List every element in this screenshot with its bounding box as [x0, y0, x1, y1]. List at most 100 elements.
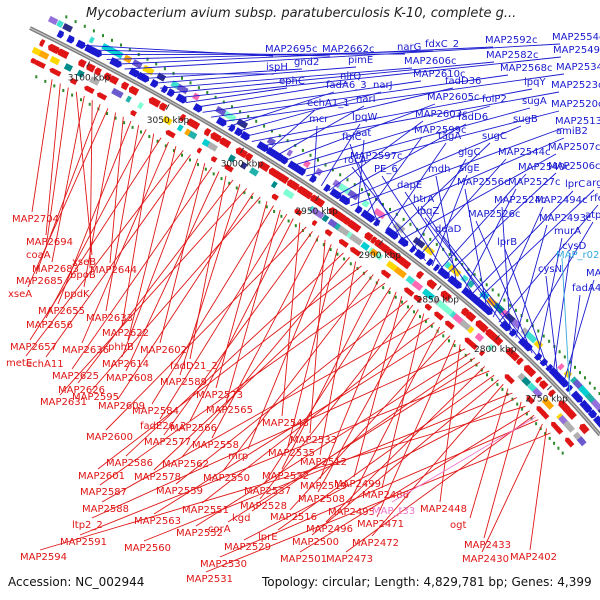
gene-feature-rev — [39, 39, 46, 47]
ring-dot — [525, 412, 528, 416]
gene-feature-rev — [495, 337, 504, 346]
gene-feature-fwd — [354, 205, 363, 214]
leader-line — [89, 100, 93, 269]
gene-feature-rev — [370, 236, 378, 245]
leader-line — [311, 379, 499, 536]
gene-label-forward: MAP2554c — [552, 32, 600, 43]
gene-feature-rev — [48, 43, 60, 55]
gene-feature-rev — [325, 229, 333, 237]
ring-dot — [480, 368, 483, 372]
gene-feature-rev — [57, 48, 70, 59]
gene-label-reverse: MAP2543 — [262, 418, 309, 429]
gene-label-forward: MAP2603c — [415, 109, 467, 120]
leader-line — [219, 419, 539, 558]
leader-line — [31, 79, 53, 213]
gene-feature-fwd — [425, 258, 434, 267]
ring-dot — [422, 232, 425, 236]
gene-feature-rev — [555, 426, 564, 435]
gene-feature-rev — [179, 113, 187, 122]
ring-dot — [501, 387, 504, 391]
gene-feature-rev — [300, 188, 313, 200]
kbp-tick-label: 2900 kbp — [359, 251, 402, 261]
ring-dot — [301, 148, 304, 152]
gene-feature-rev — [196, 147, 203, 154]
ring-dot — [146, 57, 149, 61]
gene-feature-rev — [219, 137, 232, 149]
leader-line — [222, 274, 374, 472]
gene-label-forward: fbiC — [342, 132, 362, 143]
leader-line — [121, 133, 155, 327]
gene-feature-cog — [161, 115, 173, 126]
gene-label-forward: dapE — [397, 180, 422, 191]
leader-line — [287, 248, 338, 447]
gene-feature-rev — [211, 156, 218, 163]
ring-dot — [598, 392, 600, 396]
gene-feature-cog — [421, 288, 436, 301]
gene-feature-rev — [338, 238, 349, 248]
gene-label-forward: pimE — [348, 55, 373, 66]
leader-line — [227, 361, 481, 523]
leader-line — [27, 108, 109, 288]
gene-feature-rev — [311, 220, 318, 227]
leader-line — [210, 74, 509, 118]
gene-label-reverse: MAP2551 — [182, 505, 229, 516]
ring-dot — [430, 324, 433, 328]
gene-label-forward: MAP2544c — [498, 147, 550, 158]
leader-line — [25, 150, 184, 357]
leader-line — [101, 317, 430, 503]
gene-label-forward: MAP2599c — [414, 125, 466, 136]
ring-dot — [382, 286, 385, 290]
gene-label-forward: cysD — [562, 241, 587, 252]
ring-dot — [394, 295, 397, 299]
gene-feature-cog — [184, 128, 192, 137]
gene-label-forward: rocA — [344, 155, 367, 166]
ring-dot — [339, 173, 342, 177]
gene-feature-rev — [535, 376, 543, 384]
gene-label-forward: mcr — [309, 114, 329, 125]
leader-line — [545, 275, 559, 380]
kbp-tick-label: 3050 kbp — [147, 116, 190, 126]
leader-line — [177, 56, 562, 99]
leader-line — [71, 167, 213, 370]
leader-line — [281, 222, 301, 417]
gene-label-reverse: MAP2471 — [357, 519, 404, 530]
gene-label-forward: MAP2605c — [427, 92, 479, 103]
ring-dot — [250, 195, 253, 199]
kbp-tick-mark — [86, 61, 91, 68]
gene-feature-fwd — [539, 357, 548, 367]
gene-feature-rev — [445, 320, 455, 330]
ring-dot — [461, 263, 464, 266]
gene-feature-cog — [125, 95, 132, 103]
ring-dot — [286, 139, 289, 143]
ring-dot — [239, 110, 242, 114]
gene-feature-rev — [434, 311, 444, 321]
leader-line — [124, 43, 561, 70]
leader-line — [328, 120, 424, 192]
ring-dot — [544, 432, 547, 435]
ring-dot — [388, 291, 391, 294]
leader-line — [483, 401, 522, 539]
gene-feature-cog — [187, 130, 198, 140]
gene-label-forward: MAP2610c — [413, 69, 465, 80]
gene-feature-rev — [84, 85, 95, 94]
gene-label-reverse: ltp2_2 — [72, 520, 103, 531]
ring-dot — [509, 303, 512, 307]
leader-line — [215, 201, 268, 389]
gene-label-reverse: lprE — [258, 532, 278, 543]
gene-feature-rev — [350, 221, 362, 233]
gene-feature-cog — [249, 167, 259, 177]
leader-line — [142, 68, 303, 80]
ring-dot — [521, 407, 524, 411]
ring-dot — [222, 100, 225, 104]
gene-label-reverse: MAP2562 — [162, 459, 209, 470]
ring-dot — [454, 258, 457, 261]
gene-feature-cog — [520, 327, 529, 336]
gene-feature-rev — [258, 161, 271, 173]
ring-dot — [497, 293, 500, 297]
leader-line — [151, 205, 274, 405]
ring-dot — [111, 38, 113, 42]
gene-label-forward: fadA6_3 — [326, 80, 367, 91]
gene-feature-cog — [405, 275, 416, 285]
ring-dot — [65, 15, 68, 19]
gene-label-reverse: MAP2531 — [186, 574, 233, 585]
